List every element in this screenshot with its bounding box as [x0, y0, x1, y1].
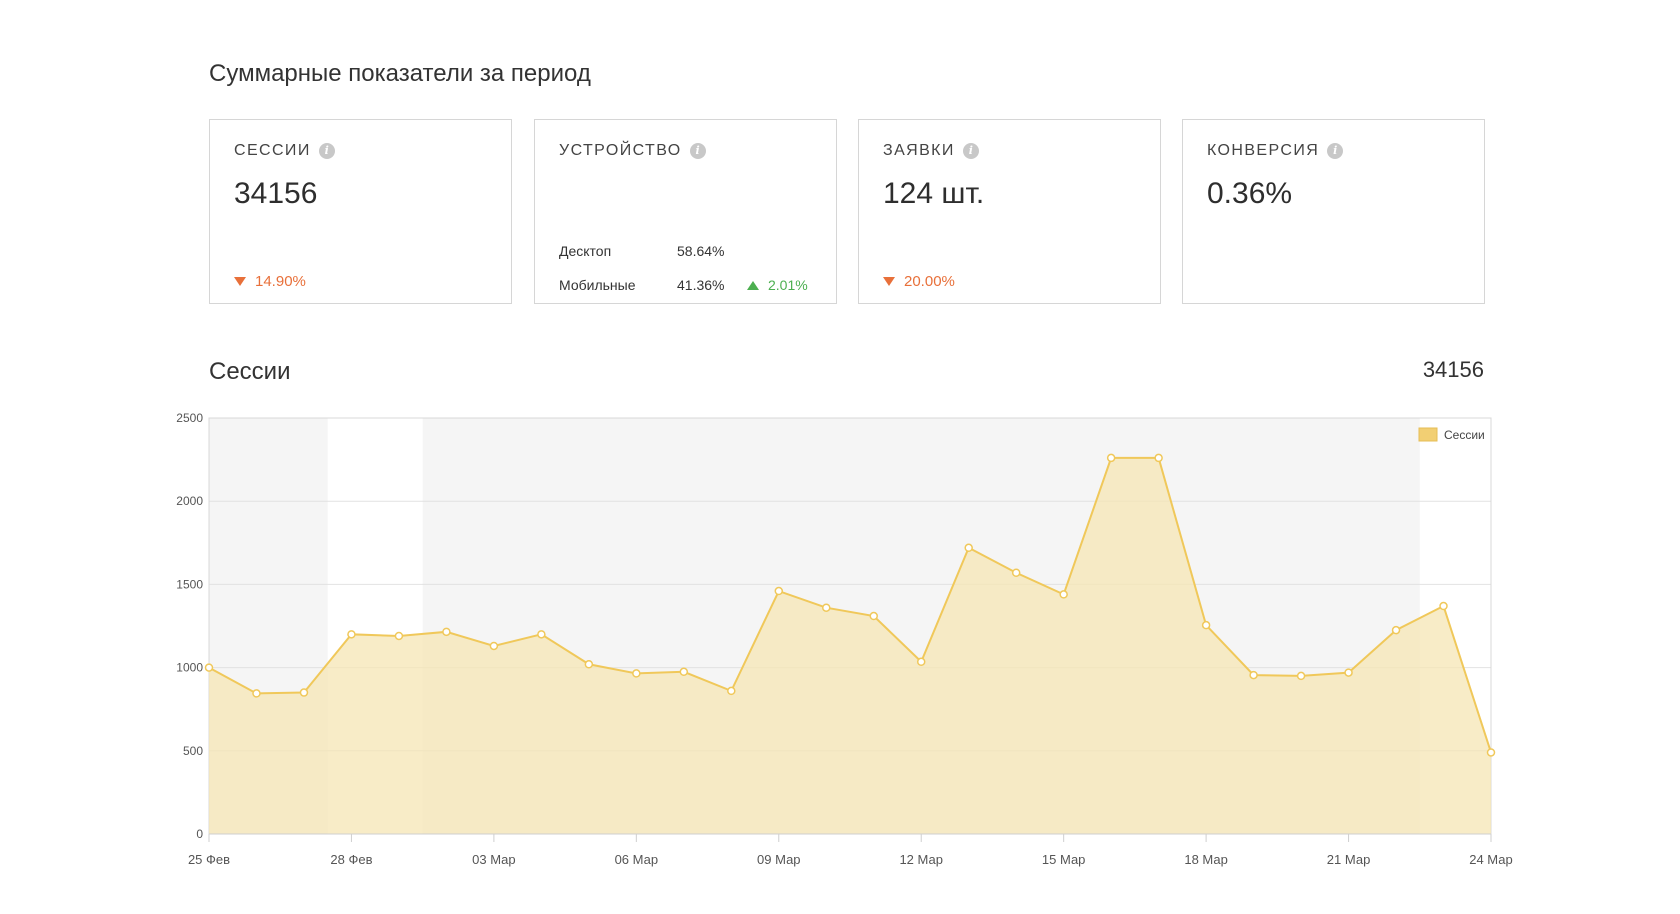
data-point: [1439, 601, 1448, 611]
sessions-card: СЕССИИ i 34156 14.90%: [209, 119, 512, 304]
device-name: Мобильные: [559, 277, 636, 293]
series-area: [209, 457, 1491, 834]
leads-label-text: ЗАЯВКИ: [883, 142, 955, 159]
x-tick-label: 24 Мар: [1469, 852, 1513, 867]
arrow-down-icon: [234, 277, 246, 286]
data-point: [822, 603, 831, 612]
arrow-down-icon: [883, 277, 895, 286]
device-card: УСТРОЙСТВО i Десктоп 58.64% Мобильные 41…: [534, 119, 837, 304]
data-point: [1486, 748, 1496, 757]
data-point: [727, 686, 736, 696]
info-icon[interactable]: i: [689, 143, 706, 159]
data-point: [1154, 453, 1163, 463]
series-line: [208, 456, 1492, 753]
device-row-mobile: Мобильные 41.36% 2.01%: [559, 277, 808, 293]
data-point: [299, 688, 309, 697]
data-point: [1106, 453, 1116, 463]
info-icon[interactable]: i: [962, 143, 979, 159]
leads-delta: 20.00%: [883, 273, 955, 290]
device-card-label: УСТРОЙСТВО i: [559, 142, 706, 160]
data-point: [584, 660, 594, 669]
data-point: [1201, 620, 1211, 630]
sessions-delta-value: 14.90%: [255, 273, 306, 290]
leads-value: 124 шт.: [883, 177, 985, 210]
data-point: [916, 657, 926, 667]
data-point: [204, 663, 214, 672]
leads-delta-value: 20.00%: [904, 273, 955, 290]
device-name: Десктоп: [559, 243, 612, 259]
summary-title: Суммарные показатели за период: [209, 60, 591, 87]
device-row-desktop: Десктоп 58.64%: [559, 243, 747, 259]
y-tick-label: 2500: [176, 411, 203, 425]
data-point: [1344, 668, 1353, 677]
device-share: 58.64%: [677, 243, 725, 259]
conversion-value: 0.36%: [1207, 177, 1293, 210]
data-point: [679, 667, 689, 677]
x-tick-label: 06 Мар: [615, 852, 659, 867]
data-point: [489, 641, 499, 651]
data-point: [394, 631, 404, 641]
device-label-text: УСТРОЙСТВО: [559, 142, 682, 159]
conversion-card: КОНВЕРСИЯ i 0.36%: [1182, 119, 1485, 304]
sessions-card-label: СЕССИИ i: [234, 142, 335, 160]
sessions-value: 34156: [234, 177, 318, 210]
data-point: [1296, 671, 1306, 681]
data-point: [252, 689, 261, 698]
data-point: [442, 627, 451, 637]
y-tick-label: 0: [196, 827, 203, 841]
conversion-label-text: КОНВЕРСИЯ: [1207, 142, 1320, 159]
x-tick-label: 25 Фев: [188, 852, 230, 867]
y-tick-label: 1000: [176, 661, 203, 675]
data-point: [347, 630, 356, 639]
x-tick-label: 21 Мар: [1327, 852, 1371, 867]
data-point: [632, 669, 641, 678]
x-tick-label: 28 Фев: [330, 852, 372, 867]
leads-card-label: ЗАЯВКИ i: [883, 142, 979, 160]
data-point: [1059, 590, 1068, 599]
data-point: [1391, 625, 1401, 635]
data-point: [964, 543, 973, 553]
y-tick-label: 1500: [176, 577, 203, 591]
conversion-card-label: КОНВЕРСИЯ i: [1207, 142, 1344, 160]
sessions-section-title: Сессии: [209, 358, 291, 385]
device-delta: 2.01%: [747, 277, 808, 293]
legend-swatch: [1418, 427, 1438, 442]
legend-label: Сессии: [1444, 428, 1485, 442]
data-point: [1249, 670, 1258, 680]
data-point: [1011, 568, 1021, 578]
leads-card: ЗАЯВКИ i 124 шт. 20.00%: [858, 119, 1161, 304]
x-tick-label: 15 Мар: [1042, 852, 1086, 867]
x-tick-label: 03 Мар: [472, 852, 516, 867]
data-point: [537, 630, 546, 639]
sessions-label-text: СЕССИИ: [234, 142, 311, 159]
device-share: 41.36%: [677, 277, 725, 293]
x-tick-label: 09 Мар: [757, 852, 801, 867]
sessions-delta: 14.90%: [234, 273, 306, 290]
device-delta-value: 2.01%: [768, 277, 808, 293]
y-tick-label: 2000: [176, 494, 203, 508]
info-icon[interactable]: i: [1327, 143, 1344, 159]
y-tick-label: 500: [183, 744, 203, 758]
data-point: [869, 611, 878, 621]
info-icon[interactable]: i: [318, 143, 335, 159]
data-point: [774, 586, 784, 596]
x-tick-label: 18 Мар: [1184, 852, 1228, 867]
arrow-up-icon: [747, 280, 759, 290]
sessions-total: 34156: [1422, 357, 1484, 382]
x-tick-label: 12 Мар: [899, 852, 943, 867]
